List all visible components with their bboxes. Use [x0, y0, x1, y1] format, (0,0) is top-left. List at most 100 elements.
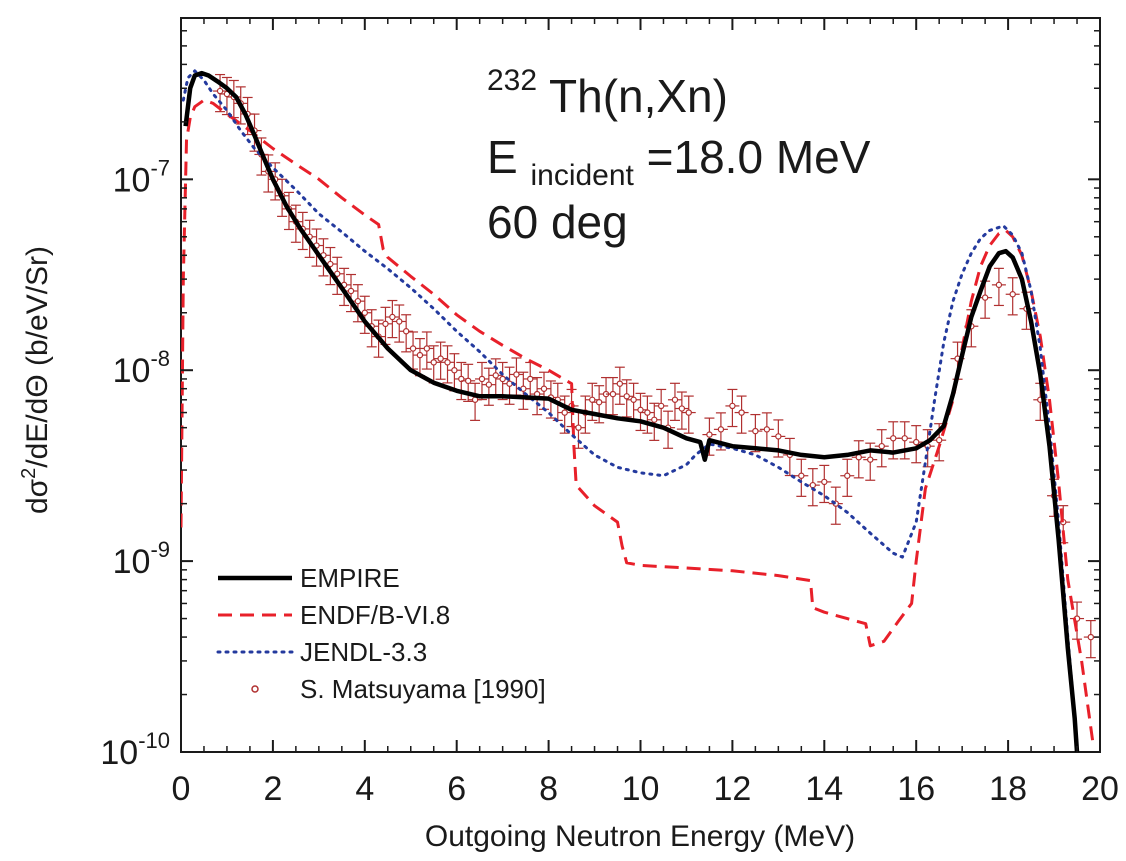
data-point: [867, 456, 874, 463]
x-tick-label: 18: [989, 770, 1027, 808]
title-e: E: [487, 131, 518, 183]
y-axis-title: dσ2/dE/dΘ (b/eV/Sr): [18, 246, 54, 514]
data-point: [901, 435, 908, 442]
data-point: [995, 281, 1003, 289]
data-point: [671, 396, 679, 403]
data-point: [706, 431, 713, 438]
title-subscript: incident: [530, 159, 634, 192]
legend-entry: EMPIRE: [218, 563, 400, 593]
data-point: [437, 355, 444, 362]
data-point: [630, 396, 637, 403]
x-tick-label: 2: [263, 770, 282, 808]
x-tick-label: 14: [805, 770, 843, 808]
data-point: [430, 359, 437, 366]
data-point: [464, 377, 472, 385]
legend: EMPIRE ENDF/B-VI.8 JENDL-3.3 S. Matsuyama […: [216, 563, 546, 704]
data-point: [798, 472, 805, 479]
data-point: [752, 427, 759, 435]
legend-label: S. Matsuyama [1990]: [300, 674, 546, 704]
legend-marker: [251, 685, 259, 693]
data-point: [738, 409, 745, 416]
legend-label: JENDL-3.3: [300, 637, 427, 667]
data-point: [844, 472, 851, 479]
x-tick-label: 16: [897, 770, 935, 808]
legend-label: ENDF/B-VI.8: [300, 600, 450, 630]
chart-title-line2: E incident =18.0 MeV: [487, 131, 871, 195]
data-point: [513, 371, 520, 378]
data-point: [729, 402, 736, 410]
title-superscript: 232: [487, 64, 537, 97]
data-point: [1009, 291, 1016, 298]
legend-label: EMPIRE: [300, 563, 400, 593]
data-point: [527, 375, 534, 383]
data-point: [499, 375, 506, 383]
legend-entry: ENDF/B-VI.8: [218, 600, 450, 630]
data-point: [361, 309, 368, 316]
data-point: [540, 385, 548, 392]
data-point: [763, 426, 771, 433]
data-point: [1087, 633, 1095, 641]
data-point: [471, 396, 479, 403]
chart-title-line3: 60 deg: [487, 196, 628, 248]
x-tick-label: 12: [713, 770, 751, 808]
plot-series: [181, 69, 1098, 752]
data-point: [389, 313, 396, 321]
data-point: [478, 375, 486, 383]
data-point: [492, 372, 499, 379]
data-point: [216, 87, 224, 95]
data-point: [354, 297, 362, 305]
x-tick-label: 0: [172, 770, 191, 808]
data-point: [981, 294, 989, 301]
data-point: [913, 438, 920, 446]
y-tick-label: 10-9: [113, 537, 170, 581]
data-point: [423, 345, 431, 352]
data-point: [890, 435, 897, 442]
chart-title-line1: 232 Th(n,Xn): [487, 48, 728, 122]
data-point: [644, 409, 651, 416]
axis-ticks: 0 2 4 6 8 10 12 14 16 18 20 10-10 10-9 10-8 10-7: [100, 18, 1119, 808]
y-tick-label: 10-7: [113, 155, 170, 199]
plot-area: [181, 69, 1098, 752]
data-point: [935, 436, 943, 444]
data-point: [609, 390, 617, 398]
x-tick-label: 4: [355, 770, 374, 808]
x-tick-label: 20: [1081, 770, 1119, 808]
title-main: Th(n,Xn): [549, 70, 728, 122]
data-point: [855, 454, 862, 461]
data-point: [821, 478, 828, 486]
data-point: [685, 409, 692, 416]
data-point: [409, 345, 417, 352]
data-point: [485, 381, 493, 388]
data-point: [595, 398, 603, 406]
data-point: [506, 380, 513, 387]
x-axis-title: Outgoing Neutron Energy (MeV): [425, 820, 855, 853]
legend-entry: JENDL-3.3: [216, 637, 427, 667]
data-point: [416, 351, 424, 359]
data-point: [396, 318, 403, 325]
series-line-dotted: [181, 69, 1079, 746]
x-tick-label: 8: [539, 770, 558, 808]
data-point: [775, 433, 782, 440]
y-tick-label: 10-10: [100, 728, 170, 772]
data-point: [561, 409, 568, 416]
data-point: [717, 426, 725, 433]
data-point: [382, 320, 389, 328]
data-point: [451, 367, 458, 374]
data-point: [444, 359, 451, 366]
title-energy: =18.0 MeV: [647, 131, 871, 183]
x-tick-label: 6: [447, 770, 466, 808]
x-tick-label: 10: [622, 770, 660, 808]
data-point: [878, 442, 885, 450]
series-line-dashed: [181, 98, 1095, 745]
series-line-solid: [183, 70, 1080, 752]
data-point: [616, 380, 624, 387]
data-point: [623, 393, 630, 400]
data-point: [347, 287, 355, 295]
legend-entry: S. Matsuyama [1990]: [251, 674, 546, 704]
data-point: [575, 424, 582, 431]
y-tick-label: 10-8: [113, 346, 170, 390]
data-point: [637, 406, 644, 414]
data-point: [402, 328, 410, 335]
data-point: [657, 402, 665, 410]
